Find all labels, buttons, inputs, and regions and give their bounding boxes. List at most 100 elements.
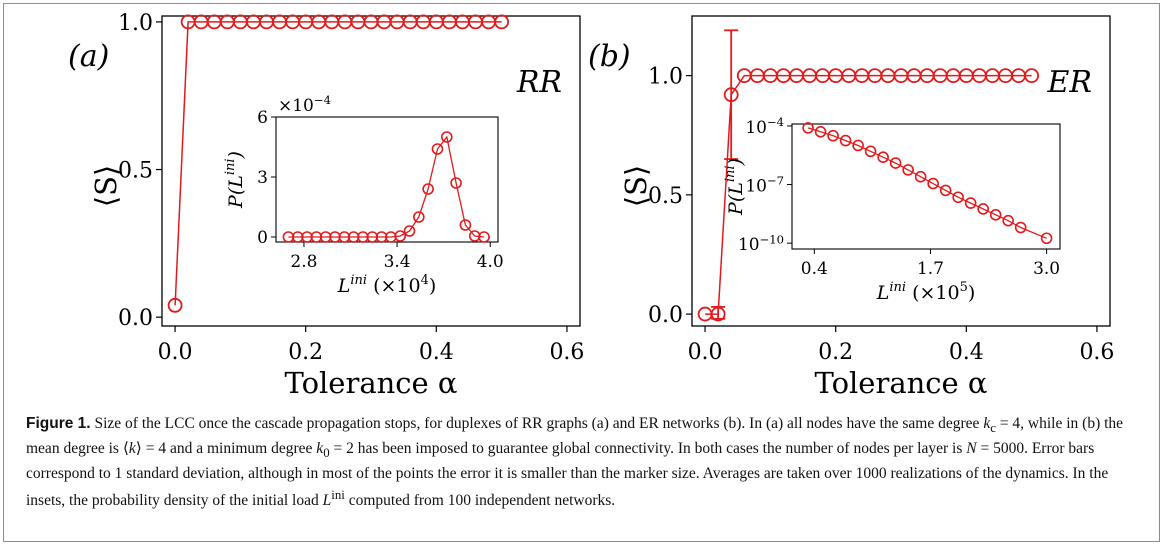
caption-text-4: = 2 has been imposed to guarantee global… [329,440,967,458]
inset-data-point [478,231,490,243]
y-tick-label: 0.0 [648,303,683,328]
panel-label: (b) [588,39,631,74]
y-tick-label: 1.0 [648,65,683,90]
caption-n-var: N [966,440,977,458]
x-tick-label: 0.2 [818,340,853,365]
x-tick-label: 0.0 [688,340,723,365]
inset-y-tick-label: 3 [257,168,268,188]
inset-data-point [814,126,827,138]
inset-y-tick-label-sup: −4 [767,115,784,129]
inset-y-label-part: ini [223,158,238,175]
inset-y-tick-label-base: 10 [745,118,767,138]
inset-x-label-part: L [876,282,890,304]
inset-y-label-part: ) [225,151,247,159]
inset-frame [275,116,499,243]
inset-data-point [839,134,852,147]
network-label: ER [1047,65,1093,100]
inset-y-tick-label: 6 [257,108,268,128]
inset-data-point [413,211,425,223]
x-tick-label: 0.4 [419,340,454,365]
inset-x-tick-label: 3.0 [1033,259,1060,279]
inset-data-point [422,183,434,195]
inset-data-point [1002,214,1014,227]
inset-data-point [802,122,814,134]
y-tick-label: 0.5 [118,159,153,184]
inset-data-point [964,197,977,209]
network-label: RR [516,65,562,100]
inset-data-point [889,157,902,169]
inset-x-label-part: (×10 [367,275,421,297]
inset-data-point [852,139,864,152]
inset-y-axis-label: P(Lini) [723,158,747,216]
inset-data-point [431,143,444,155]
data-point [167,297,183,313]
inset-y-label-part: P(L [225,175,247,209]
inset-x-label-part: (×10 [906,282,960,304]
inset-x-label-part: ini [350,273,367,288]
figure-frame: 0.0 0.2 0.4 0.6 0.0 0.5 1.0 Tolerance α ⟨S⟩ (a) RR… [3,3,1160,542]
inset-y-tick-label-base: 10 [745,177,767,197]
inset-data-point [939,184,952,197]
inset-y-label-part: ini [723,165,738,182]
caption-k0-var: k [316,440,324,458]
inset-y-axis-label: P(Lini) [223,151,247,209]
inset-y-tick-label: 0 [257,228,268,248]
y-axis-label: ⟨S⟩ [89,165,123,208]
panel-label: (a) [68,39,109,74]
inset-x-label-part: L [337,275,351,297]
caption-k-var: k [128,440,136,458]
inset-y-tick-label-sup: −10 [760,232,784,246]
inset-data-point [1040,232,1053,245]
x-axis-label: Tolerance α [814,366,987,400]
x-tick-label: 0.2 [288,340,323,365]
inset-x-label-part: 4 [421,273,429,288]
data-point [710,306,726,322]
inset-data-point [989,209,1002,221]
x-axis-label: Tolerance α [284,366,457,400]
caption-text-6: computed from 100 independent networks. [344,492,616,510]
inset-data-point [952,191,964,204]
inset-y-label-part: ) [725,158,747,166]
inset-x-tick-label: 3.4 [384,252,411,272]
inset-x-axis-label: Lini (×104) [337,273,437,297]
inset-y-tick-label: 10−10 [738,232,784,255]
inset-offset-text: ×10−4 [278,93,331,116]
caption-kc-sub: c [990,420,996,436]
inset-x-label-part: 5 [960,280,968,295]
inset-y-label-part: P(L [725,182,747,216]
x-tick-label: 0.6 [1079,340,1114,365]
inset-data-point [459,219,472,231]
inset-data-point [864,145,877,158]
inset-offset-text-base: ×10 [278,96,314,116]
caption-k0-sub: 0 [323,445,330,461]
y-tick-label: 0.0 [118,306,153,331]
inset-x-axis-label: Lini (×105) [876,280,976,304]
caption-text-5: = 5000. Error bars correspond to 1 stand… [26,440,1109,510]
inset-offset-text-sup: −4 [314,93,331,107]
y-tick-label: 1.0 [118,11,153,36]
inset-x-label-part: ini [889,280,906,295]
caption-text-3: ⟩ = 4 and a minimum degree [135,440,317,458]
figure-svg: 0.0 0.2 0.4 0.6 0.0 0.5 1.0 Tolerance α ⟨S⟩ (a) RR… [68,11,1114,400]
caption-text-2: = 4, while in (b) the mean degree is ⟨ [26,415,1124,458]
inset-y-tick-label-base: 10 [738,235,760,255]
inset-x-tick-label: 0.4 [801,259,828,279]
inset-x-label-part: ) [968,282,975,304]
inset-x-tick-label: 1.7 [917,259,944,279]
plot-frame [691,15,1111,327]
figure-caption: Figure 1. Size of the LCC once the casca… [26,413,1146,511]
data-point [1024,68,1040,84]
x-tick-label: 0.6 [549,340,584,365]
caption-kc-var: k [983,415,991,432]
inset-y-tick-label: 10−7 [745,174,784,197]
y-axis-label: ⟨S⟩ [619,165,653,208]
inset-data-point [450,177,462,189]
inset-x-tick-label: 4.0 [477,252,504,272]
y-tick-label: 0.5 [648,184,683,209]
inset-x-label-part: ) [429,275,436,297]
caption-text-1: Size of the LCC once the cascade propaga… [90,415,984,432]
inset-data-point [977,203,989,215]
inset-y-tick-label-sup: −7 [767,174,784,188]
